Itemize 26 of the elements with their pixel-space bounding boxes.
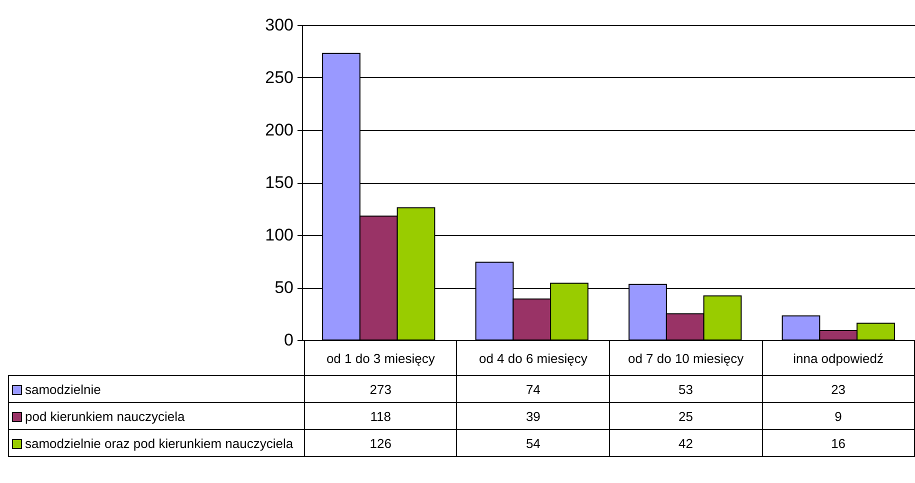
legend-label: samodzielnie bbox=[8, 376, 304, 402]
data-label: 53 bbox=[609, 376, 762, 402]
data-label: 118 bbox=[304, 402, 457, 430]
x-tick-label: od 4 do 6 miesięcy bbox=[456, 340, 610, 376]
y-tick-label: 200 bbox=[265, 120, 294, 140]
y-tick-label: 300 bbox=[265, 16, 294, 34]
data-label: 74 bbox=[456, 376, 610, 402]
x-tick-label: od 1 do 3 miesięcy bbox=[304, 340, 457, 376]
y-tick-label: 150 bbox=[265, 173, 294, 192]
y-tick-label: 100 bbox=[265, 226, 294, 244]
data-label: 39 bbox=[456, 402, 610, 430]
x-tick-label: inna odpowiedź bbox=[762, 340, 914, 376]
y-tick-label: 50 bbox=[274, 278, 294, 297]
y-tick-label: 250 bbox=[265, 68, 294, 87]
data-label: 42 bbox=[609, 430, 762, 456]
legend-label: pod kierunkiem nauczyciela bbox=[8, 402, 304, 430]
data-label: 9 bbox=[762, 402, 914, 430]
data-label: 25 bbox=[609, 402, 762, 430]
data-label: 126 bbox=[304, 430, 457, 456]
legend-label: samodzielnie oraz pod kierunkiem nauczyciela bbox=[8, 430, 304, 456]
x-tick-label: od 7 do 10 miesięcy bbox=[609, 340, 762, 376]
data-label: 16 bbox=[762, 430, 914, 456]
y-tick-label: 0 bbox=[284, 330, 294, 350]
data-label: 54 bbox=[456, 430, 610, 456]
data-label: 273 bbox=[304, 376, 457, 402]
data-label: 23 bbox=[762, 376, 914, 402]
